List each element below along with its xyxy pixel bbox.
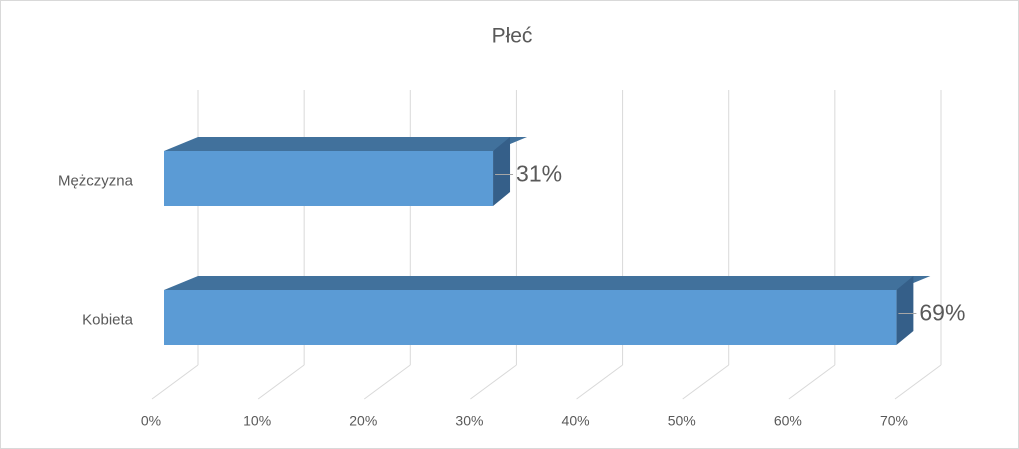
x-tick-label: 20% <box>349 413 377 429</box>
y-tick-label: Mężczyzna <box>58 172 134 189</box>
x-tick-label: 40% <box>562 413 590 429</box>
x-tick-label: 30% <box>455 413 483 429</box>
floor-line <box>682 364 730 400</box>
floor-line <box>363 364 411 400</box>
floor-line <box>788 364 836 400</box>
x-tick-label: 70% <box>880 413 908 429</box>
floor-line <box>257 364 305 400</box>
floor-line <box>576 364 623 400</box>
floor-line <box>470 364 517 400</box>
value-label: 69% <box>919 300 965 326</box>
x-tick-label: 60% <box>774 413 802 429</box>
x-tick-label: 0% <box>141 413 161 429</box>
y-tick-label: Kobieta <box>82 311 134 328</box>
floor-line <box>894 364 942 400</box>
x-tick-label: 10% <box>243 413 271 429</box>
bar <box>164 151 494 206</box>
floor-line <box>151 364 199 400</box>
x-tick-label: 50% <box>668 413 696 429</box>
value-label: 31% <box>516 161 562 187</box>
bar-side <box>493 137 511 206</box>
bar-top <box>164 276 931 290</box>
bar <box>164 290 897 345</box>
chart-title: Płeć <box>492 25 533 48</box>
bar-top <box>164 137 528 151</box>
bar-side <box>896 276 914 345</box>
